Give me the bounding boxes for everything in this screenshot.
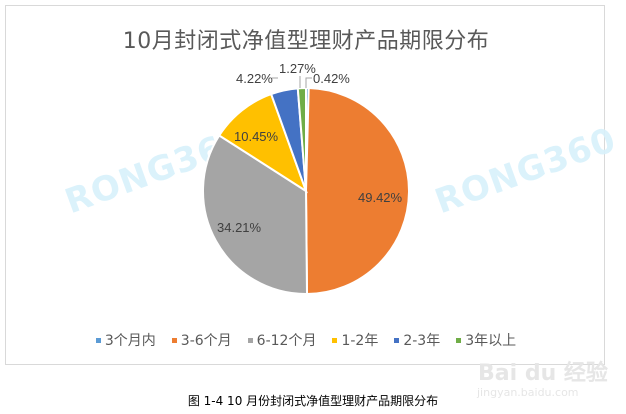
slice-3-6m [304, 87, 410, 296]
legend-swatch-icon [456, 337, 462, 343]
data-label-3m: 0.42% [313, 71, 350, 86]
baidu-watermark: Bai du 经验 [478, 361, 608, 386]
data-label-3y-plus: 1.27% [279, 61, 316, 76]
legend-label: 3个月内 [104, 333, 156, 349]
baidu-watermark-sub: jingyan.baidu.com [477, 386, 579, 399]
legend-label: 6-12个月 [256, 333, 317, 349]
pie-chart: 49.42% 34.21% 10.45% 4.22% 1.27%0.42% [202, 61, 410, 296]
leader-line [305, 77, 312, 88]
legend-item: 3-6个月 [171, 330, 232, 350]
figure-caption: 图 1-4 10 月份封闭式净值型理财产品期限分布 [187, 394, 439, 408]
legend-item: 1-2年 [332, 330, 378, 350]
legend-swatch-icon [332, 337, 338, 343]
legend-item: 3年以上 [456, 330, 516, 350]
legend-item: 6-12个月 [247, 330, 317, 350]
legend-item: 3个月内 [95, 330, 156, 350]
legend-label: 3-6个月 [180, 333, 232, 349]
legend-label: 3年以上 [465, 333, 517, 349]
legend: 3个月内 3-6个月 6-12个月 1-2年 2-3年 3年以上 [6, 330, 606, 350]
data-label-6-12m: 34.21% [217, 220, 262, 235]
data-label-2-3y: 4.22% [236, 71, 273, 86]
data-label-1-2y: 10.45% [234, 129, 279, 144]
legend-label: 1-2年 [341, 333, 379, 349]
legend-swatch-icon [247, 337, 253, 343]
legend-label: 2-3年 [403, 333, 441, 349]
chart-area: 10月封闭式净值型理财产品期限分布 RONG360 RONG360 49.42%… [5, 5, 622, 365]
legend-swatch-icon [394, 337, 400, 343]
chart-title: 10月封闭式净值型理财产品期限分布 [122, 29, 490, 54]
data-label-3-6m: 49.42% [358, 190, 403, 205]
legend-item: 2-3年 [394, 330, 440, 350]
legend-swatch-icon [171, 337, 177, 343]
legend-swatch-icon [95, 337, 101, 343]
